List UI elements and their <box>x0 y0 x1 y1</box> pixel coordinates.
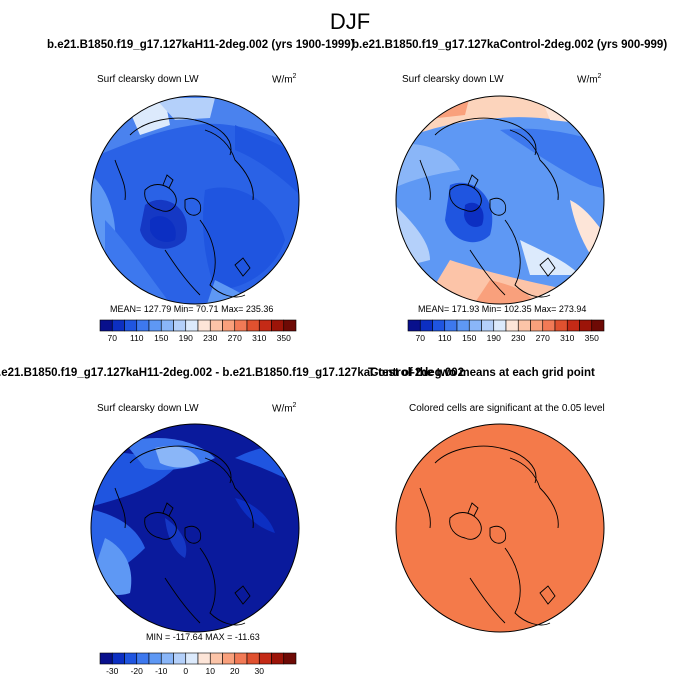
colorbar-tick-label: -20 <box>131 666 144 676</box>
polar-map-top-right <box>395 95 605 305</box>
variable-label-top-left: Surf clearsky down LW <box>97 74 199 85</box>
colorbar-tick-label: 70 <box>108 333 118 343</box>
panel-title-bottom-left: b.e21.B1850.f19_g17.127kaH11-2deg.002 - … <box>0 367 465 379</box>
colorbar-swatch <box>407 319 421 332</box>
colorbar-tick-label: 110 <box>130 333 144 343</box>
colorbar-swatch <box>234 319 248 332</box>
colorbar-tick-label: 230 <box>511 333 525 343</box>
colorbar-tick-label: 20 <box>230 666 240 676</box>
colorbar-tick-label: -30 <box>106 666 119 676</box>
colorbar-top-left: 70 110 150 190 230 270 310 350 <box>99 319 297 343</box>
colorbar-tick-label: 70 <box>416 333 426 343</box>
colorbar-swatch <box>505 319 519 332</box>
colorbar-swatch <box>271 319 285 332</box>
colorbar-swatch <box>271 652 285 665</box>
colorbar-swatch <box>530 319 544 332</box>
colorbar-tick-label: 350 <box>277 333 291 343</box>
colorbar-swatch <box>444 319 458 332</box>
colorbar-swatch <box>591 319 605 332</box>
colorbar-swatch <box>173 319 187 332</box>
colorbar-swatch <box>197 319 211 332</box>
colorbar-swatch <box>542 319 556 332</box>
colorbar-swatch <box>493 319 507 332</box>
variable-label-top-right: Surf clearsky down LW <box>402 74 504 85</box>
colorbar-tick-label: 350 <box>585 333 599 343</box>
colorbar-swatch <box>481 319 495 332</box>
colorbar-tick-label: 10 <box>206 666 216 676</box>
colorbar-swatch <box>197 652 211 665</box>
page-title: DJF <box>329 9 371 34</box>
colorbar-swatch <box>136 319 150 332</box>
colorbar-swatch <box>185 319 199 332</box>
stats-top-right: MEAN= 171.93 Min= 102.35 Max= 273.94 <box>418 304 587 314</box>
colorbar-swatch <box>209 652 223 665</box>
polar-map-top-left <box>90 95 300 305</box>
colorbar-swatch <box>419 319 433 332</box>
colorbar-swatch <box>283 319 297 332</box>
colorbar-tick-label: 270 <box>536 333 550 343</box>
colorbar-swatch <box>566 319 580 332</box>
colorbar-swatch <box>160 652 174 665</box>
units-label-top-right: W/m2 <box>577 73 602 86</box>
significance-label-bottom-right: Colored cells are significant at the 0.0… <box>409 403 605 414</box>
variable-label-bottom-left: Surf clearsky down LW <box>97 403 199 414</box>
colorbar-swatch <box>148 319 162 332</box>
colorbar-swatch <box>517 319 531 332</box>
colorbar-tick-label: 310 <box>252 333 266 343</box>
colorbar-swatch <box>111 319 125 332</box>
colorbar-swatch <box>258 319 272 332</box>
units-label-top-left: W/m2 <box>272 73 297 86</box>
colorbar-swatch <box>124 652 138 665</box>
colorbar-swatch <box>246 652 260 665</box>
colorbar-bottom-left: -30 -20 -10 0 10 20 30 <box>99 652 297 676</box>
colorbar-swatch <box>222 652 236 665</box>
colorbar-swatch <box>160 319 174 332</box>
colorbar-tick-label: 270 <box>228 333 242 343</box>
panel-title-bottom-right: T-test of the two means at each grid poi… <box>368 367 595 379</box>
colorbar-swatch <box>99 319 113 332</box>
colorbar-swatch <box>283 652 297 665</box>
colorbar-swatch <box>246 319 260 332</box>
colorbar-tick-label: 190 <box>179 333 193 343</box>
colorbar-swatch <box>468 319 482 332</box>
colorbar-swatch <box>258 652 272 665</box>
colorbar-swatch <box>173 652 187 665</box>
colorbar-tick-label: 110 <box>438 333 452 343</box>
polar-map-bottom-left <box>90 423 300 633</box>
panel-title-top-left: b.e21.B1850.f19_g17.127kaH11-2deg.002 (y… <box>47 39 355 51</box>
colorbar-tick-label: 230 <box>203 333 217 343</box>
colorbar-top-right: 70 110 150 190 230 270 310 350 <box>407 319 605 343</box>
colorbar-swatch <box>234 652 248 665</box>
colorbar-tick-label: 150 <box>154 333 168 343</box>
colorbar-swatch <box>554 319 568 332</box>
stats-bottom-left: MIN = -117.64 MAX = -11.63 <box>146 632 260 642</box>
colorbar-tick-label: 190 <box>487 333 501 343</box>
colorbar-swatch <box>111 652 125 665</box>
colorbar-swatch <box>222 319 236 332</box>
colorbar-tick-label: 310 <box>560 333 574 343</box>
colorbar-tick-label: 0 <box>183 666 188 676</box>
colorbar-swatch <box>579 319 593 332</box>
colorbar-swatch <box>99 652 113 665</box>
colorbar-swatch <box>124 319 138 332</box>
panel-title-top-right: b.e21.B1850.f19_g17.127kaControl-2deg.00… <box>352 39 668 51</box>
colorbar-swatch <box>432 319 446 332</box>
colorbar-tick-label: -10 <box>155 666 168 676</box>
colorbar-tick-label: 30 <box>255 666 265 676</box>
colorbar-swatch <box>209 319 223 332</box>
panel-title-row-bottom: b.e21.B1850.f19_g17.127kaH11-2deg.002 - … <box>0 367 700 383</box>
stats-top-left: MEAN= 127.79 Min= 70.71 Max= 235.36 <box>110 304 274 314</box>
colorbar-swatch <box>148 652 162 665</box>
colorbar-swatch <box>456 319 470 332</box>
colorbar-tick-label: 150 <box>462 333 476 343</box>
units-label-bottom-left: W/m2 <box>272 402 297 415</box>
polar-map-bottom-right <box>395 423 605 633</box>
colorbar-swatch <box>185 652 199 665</box>
colorbar-swatch <box>136 652 150 665</box>
